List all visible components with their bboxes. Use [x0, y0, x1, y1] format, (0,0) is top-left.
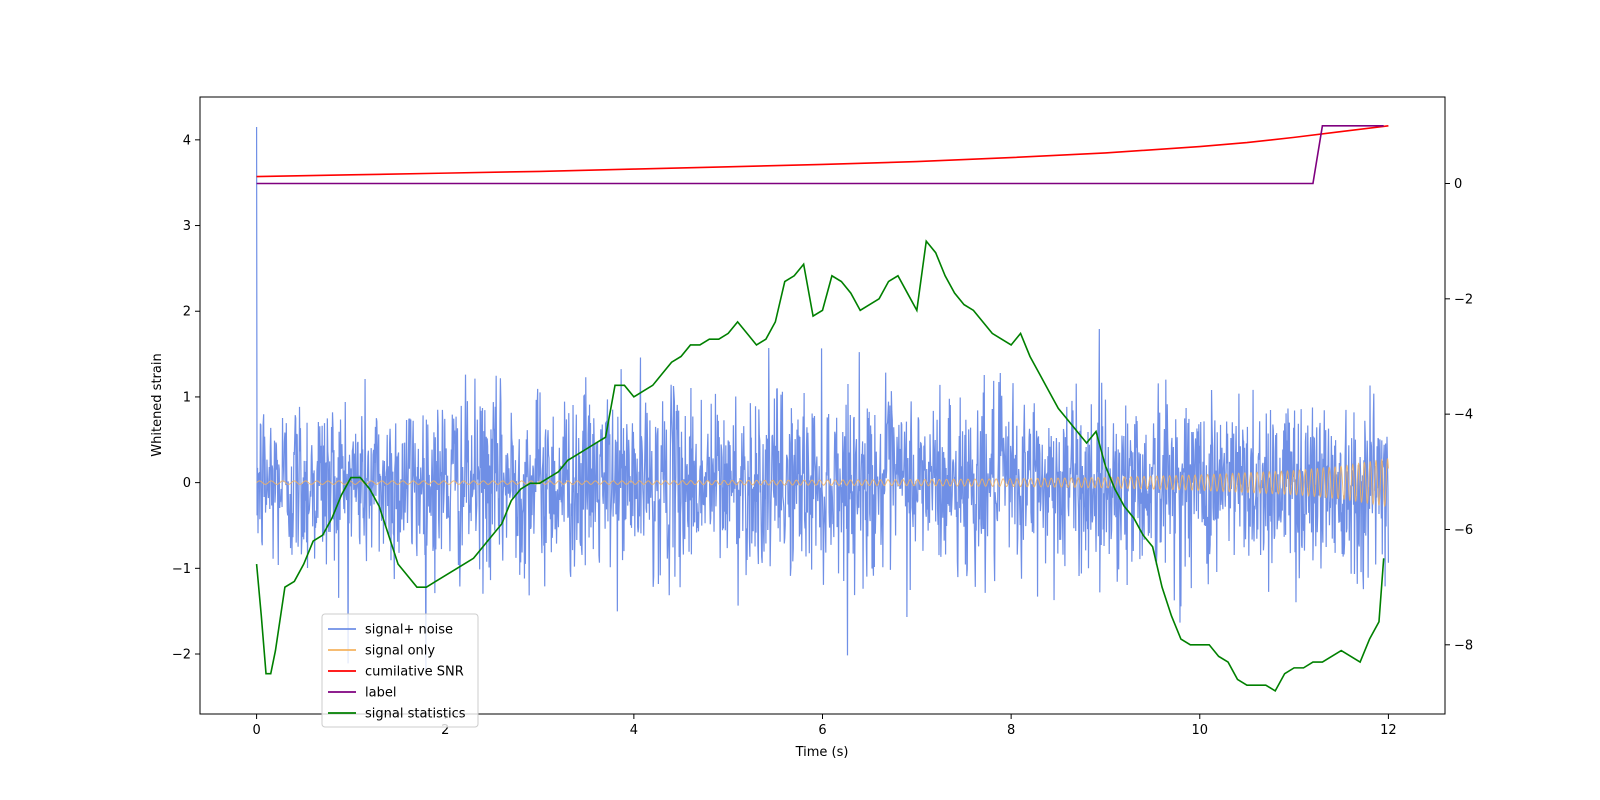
x-tick-label: 6 — [818, 723, 826, 738]
y-tick-label-left: −2 — [172, 648, 191, 663]
y-tick-label-left: −1 — [172, 562, 191, 577]
y-tick-label-left: 2 — [183, 305, 191, 320]
y-tick-label-right: −6 — [1454, 523, 1473, 538]
legend-label: label — [365, 686, 396, 701]
y-axis-right: −8 −6 −4 −2 0 — [1445, 177, 1473, 653]
x-tick-label: 2 — [441, 723, 449, 738]
signal-only-line — [256, 458, 1389, 508]
y-tick-label-left: 3 — [183, 219, 191, 234]
legend-label: signal+ noise — [365, 623, 453, 638]
y-tick-label-right: −4 — [1454, 408, 1473, 423]
y-tick-label-left: 4 — [183, 133, 191, 148]
y-tick-label-right: −2 — [1454, 292, 1473, 307]
signal-statistics-line — [255, 239, 1385, 693]
legend-label: signal only — [365, 644, 435, 659]
signal-statistics-series — [255, 239, 1385, 693]
signal-noise-series — [255, 126, 1390, 671]
y-axis-label: Whitened strain — [150, 353, 165, 456]
y-tick-label-left: 1 — [183, 390, 191, 405]
label-line — [256, 125, 1384, 185]
y-axis-left: −2 −1 0 1 2 3 4 — [172, 133, 200, 663]
cumulative-snr-line — [256, 125, 1389, 178]
legend: signal+ noise signal only cumilative SNR la… — [321, 613, 479, 728]
legend-box — [321, 613, 479, 728]
legend-label: signal statistics — [365, 707, 466, 722]
y-tick-label-right: 0 — [1454, 177, 1462, 192]
x-tick-label: 12 — [1380, 723, 1397, 738]
y-tick-label-right: −8 — [1454, 638, 1473, 653]
y-tick-label-left: 0 — [183, 476, 191, 491]
plot-area — [255, 125, 1390, 693]
signal-only-series — [256, 458, 1389, 508]
legend-label: cumilative SNR — [365, 665, 464, 680]
label-series — [256, 125, 1384, 185]
x-tick-label: 0 — [252, 723, 260, 738]
x-tick-label: 8 — [1007, 723, 1015, 738]
x-tick-label: 4 — [630, 723, 638, 738]
x-axis-label: Time (s) — [795, 745, 849, 760]
x-axis: 0 2 4 6 8 10 12 — [252, 714, 1397, 738]
cumulative-snr-series — [256, 125, 1389, 178]
signal-noise-line — [255, 126, 1390, 671]
x-tick-label: 10 — [1191, 723, 1208, 738]
